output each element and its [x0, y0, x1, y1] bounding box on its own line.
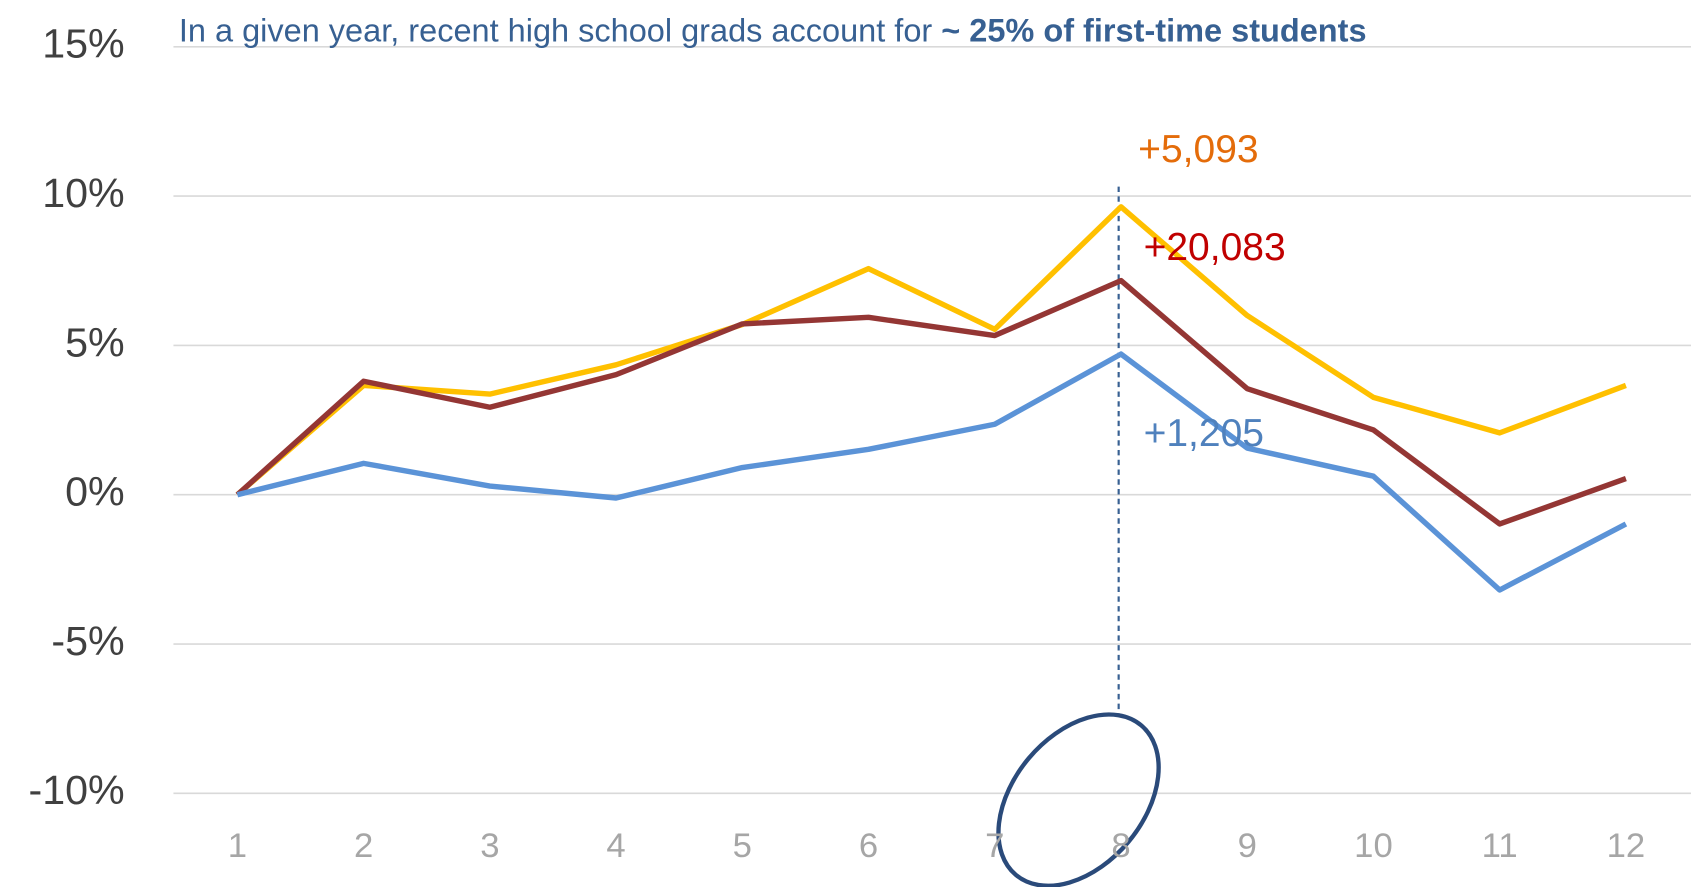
x-tick-label: 5	[733, 827, 752, 865]
chart-title: In a given year, recent high school grad…	[179, 12, 1367, 48]
x-tick-label: 3	[480, 827, 499, 865]
highlight-ellipse	[996, 712, 1161, 887]
x-tick-label: 1	[228, 827, 247, 865]
y-tick-label: -5%	[51, 618, 124, 664]
y-tick-label: -10%	[29, 767, 125, 813]
annotation: +5,093	[1138, 128, 1258, 171]
x-tick-label: 2	[354, 827, 373, 865]
y-tick-label: 0%	[65, 469, 125, 515]
series-line	[236, 351, 1628, 593]
y-tick-label: 15%	[42, 21, 124, 67]
title-part: ~ 25% of first-time students	[941, 12, 1366, 48]
x-tick-label: 4	[606, 827, 625, 865]
series-line	[235, 204, 1627, 497]
x-tick-label: 10	[1354, 827, 1393, 865]
y-tick-label: 5%	[65, 319, 125, 365]
annotation: +1,205	[1144, 412, 1264, 455]
title-part: In a given year, recent high school grad…	[179, 12, 941, 48]
x-tick-label: 11	[1482, 827, 1518, 865]
x-tick-label: 8	[1111, 827, 1130, 865]
x-tick-label: 9	[1238, 827, 1257, 865]
series-line	[235, 277, 1627, 527]
x-tick-label: 7	[985, 827, 1004, 865]
y-tick-label: 10%	[42, 170, 124, 216]
x-tick-label: 6	[859, 827, 878, 865]
annotation: +20,083	[1144, 226, 1286, 269]
x-tick-label: 12	[1607, 827, 1646, 865]
